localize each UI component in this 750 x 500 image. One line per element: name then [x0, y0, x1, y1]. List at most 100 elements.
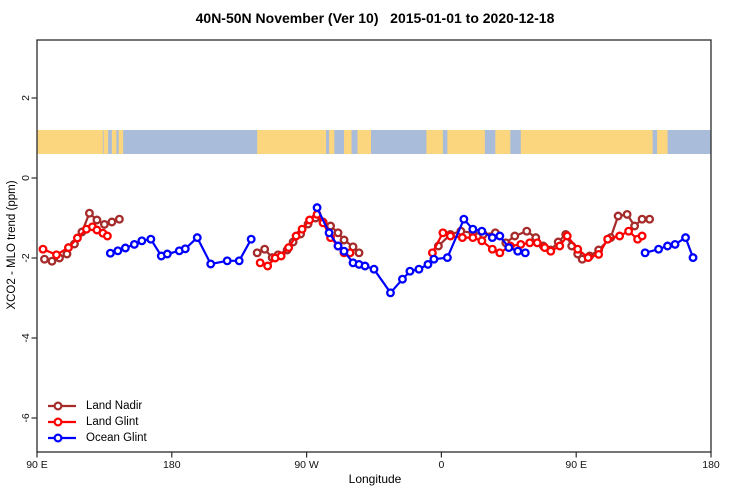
y-tick-label: -4: [20, 333, 32, 343]
series-ocean-glint-marker: [146, 234, 156, 244]
series-land-nadir-marker: [354, 248, 364, 258]
plot-frame: [36, 39, 712, 453]
legend-item-land-nadir: Land Nadir: [47, 398, 147, 414]
legend-item-ocean-glint: Ocean Glint: [47, 430, 147, 446]
series-land-nadir-marker: [40, 254, 49, 264]
x-tick-label: 90 W: [294, 459, 319, 471]
y-tick-label: 2: [20, 95, 32, 101]
x-tick-label: 90 E: [565, 459, 587, 471]
series-land-glint-marker: [637, 231, 647, 241]
map-strip-land: [344, 130, 352, 154]
series-ocean-glint-marker: [414, 264, 424, 274]
series-ocean-glint-marker: [105, 248, 115, 258]
series-ocean-glint-marker: [386, 288, 395, 298]
map-strip-land: [329, 130, 335, 154]
legend-label: Land Glint: [86, 416, 139, 428]
map-strip-land: [426, 130, 443, 154]
x-tick-label: 0: [438, 459, 445, 471]
series-land-glint-marker: [276, 251, 286, 261]
series-ocean-glint-marker: [192, 233, 202, 243]
map-strip-land: [357, 130, 372, 154]
series-land-glint-marker: [477, 236, 487, 246]
series-land-glint-marker: [102, 231, 112, 241]
series-ocean-glint-marker: [670, 239, 680, 249]
series-land-nadir-marker: [339, 235, 349, 245]
y-tick-label: -6: [20, 413, 32, 423]
series-ocean-glint-marker: [369, 264, 379, 274]
series-land-glint-marker: [583, 253, 593, 263]
legend-label: Land Nadir: [86, 400, 143, 412]
series-ocean-glint-marker: [246, 234, 256, 244]
series-ocean-glint-marker: [468, 224, 478, 234]
legend-item-land-glint: Land Glint: [47, 414, 147, 430]
series-ocean-glint-marker: [360, 261, 370, 271]
series-land-glint-marker: [284, 243, 294, 253]
series-ocean-glint-marker: [504, 243, 514, 253]
series-land-glint-marker: [52, 250, 61, 260]
series-land-glint-marker: [495, 248, 505, 258]
land-nadir-line-marker-icon: [48, 401, 76, 411]
legend-label: Ocean Glint: [86, 432, 147, 444]
series-land-nadir-marker: [107, 217, 117, 227]
series-land-glint-marker: [615, 231, 625, 241]
series-ocean-glint-marker: [681, 233, 690, 243]
series-land-glint-marker: [594, 249, 604, 259]
series-land-nadir-marker: [84, 208, 94, 218]
series-ocean-glint-marker: [120, 243, 130, 253]
series-land-glint-marker: [457, 233, 467, 243]
series-land-nadir-marker: [637, 214, 647, 224]
series-ocean-glint-marker: [520, 248, 530, 258]
map-strip-land: [520, 130, 653, 154]
chart-title: 40N-50N November (Ver 10) 2015-01-01 to …: [195, 10, 555, 26]
series-land-glint-marker: [603, 234, 613, 244]
series-ocean-glint-marker: [459, 214, 469, 224]
series-land-nadir-marker: [645, 214, 655, 224]
series-ocean-glint-marker: [429, 254, 439, 264]
series-land-glint-marker: [532, 238, 542, 248]
series-land-glint-marker: [525, 238, 535, 248]
map-strip-land: [37, 130, 103, 154]
series-land-glint-marker: [291, 231, 301, 241]
series-ocean-glint-marker: [137, 236, 147, 246]
series-land-nadir-marker: [333, 228, 343, 238]
map-strip-land: [657, 130, 668, 154]
series-ocean-glint-marker: [324, 228, 334, 238]
series-land-nadir-marker: [114, 214, 124, 224]
series-land-glint-marker: [468, 233, 478, 243]
series-ocean-glint-marker: [423, 259, 433, 269]
series-land-nadir-marker: [630, 221, 640, 231]
series-ocean-glint-marker: [312, 203, 322, 213]
series-land-nadir-marker: [613, 211, 623, 221]
map-strip-land: [257, 130, 327, 154]
series-land-nadir-marker: [326, 221, 336, 231]
series-land-glint-marker: [305, 215, 315, 225]
series-ocean-glint-marker: [477, 226, 487, 236]
series-land-nadir-marker: [522, 226, 532, 236]
series-land-nadir-marker: [92, 215, 102, 225]
series-land-glint-marker: [546, 246, 556, 256]
series-land-glint-marker: [624, 226, 634, 236]
y-tick-label: 0: [20, 175, 32, 181]
x-tick-label: 90 E: [26, 459, 48, 471]
y-tick-label: -2: [20, 253, 32, 263]
series-ocean-glint-marker: [180, 244, 190, 254]
series-ocean-glint-marker: [234, 256, 244, 266]
series-land-glint-marker: [297, 224, 307, 234]
series-land-glint-marker: [72, 233, 82, 243]
series-land-glint-marker: [263, 261, 273, 271]
series-ocean-glint-marker: [222, 256, 232, 266]
map-strip-land: [111, 130, 117, 154]
series-land-nadir-marker: [260, 244, 270, 254]
series-ocean-glint-marker: [654, 244, 664, 254]
map-strip-land: [447, 130, 485, 154]
series-ocean-glint-marker: [398, 274, 407, 284]
x-tick-label: 180: [702, 459, 720, 471]
legend: Land Nadir Land Glint Ocean Glint: [47, 398, 147, 446]
series-ocean-glint-marker: [333, 241, 343, 251]
series-land-glint-marker: [38, 244, 48, 254]
series-ocean-glint-marker: [129, 239, 139, 249]
series-land-glint-marker: [562, 231, 572, 241]
series-land-glint-marker: [64, 243, 73, 253]
series-land-glint-marker: [487, 244, 497, 254]
